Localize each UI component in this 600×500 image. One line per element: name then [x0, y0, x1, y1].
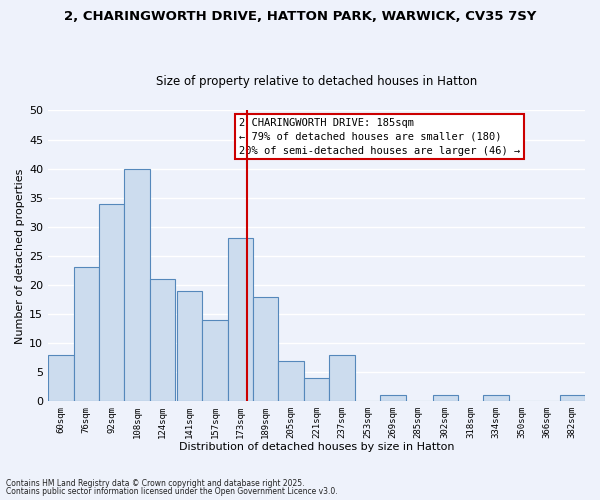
Text: 2 CHARINGWORTH DRIVE: 185sqm
← 79% of detached houses are smaller (180)
20% of s: 2 CHARINGWORTH DRIVE: 185sqm ← 79% of de… [239, 118, 520, 156]
Bar [380, 396, 406, 401]
Text: 2, CHARINGWORTH DRIVE, HATTON PARK, WARWICK, CV35 7SY: 2, CHARINGWORTH DRIVE, HATTON PARK, WARW… [64, 10, 536, 23]
Bar [202, 320, 227, 401]
Bar [124, 168, 150, 401]
X-axis label: Distribution of detached houses by size in Hatton: Distribution of detached houses by size … [179, 442, 454, 452]
Bar [74, 268, 99, 401]
Bar [48, 354, 74, 401]
Bar [433, 396, 458, 401]
Text: Contains HM Land Registry data © Crown copyright and database right 2025.: Contains HM Land Registry data © Crown c… [6, 478, 305, 488]
Bar [150, 279, 175, 401]
Title: Size of property relative to detached houses in Hatton: Size of property relative to detached ho… [156, 76, 477, 88]
Bar [560, 396, 585, 401]
Bar [304, 378, 329, 401]
Bar [177, 290, 202, 401]
Bar [278, 360, 304, 401]
Text: Contains public sector information licensed under the Open Government Licence v3: Contains public sector information licen… [6, 487, 338, 496]
Bar [484, 396, 509, 401]
Bar [329, 354, 355, 401]
Y-axis label: Number of detached properties: Number of detached properties [15, 168, 25, 344]
Bar [227, 238, 253, 401]
Bar [253, 296, 278, 401]
Bar [99, 204, 124, 401]
